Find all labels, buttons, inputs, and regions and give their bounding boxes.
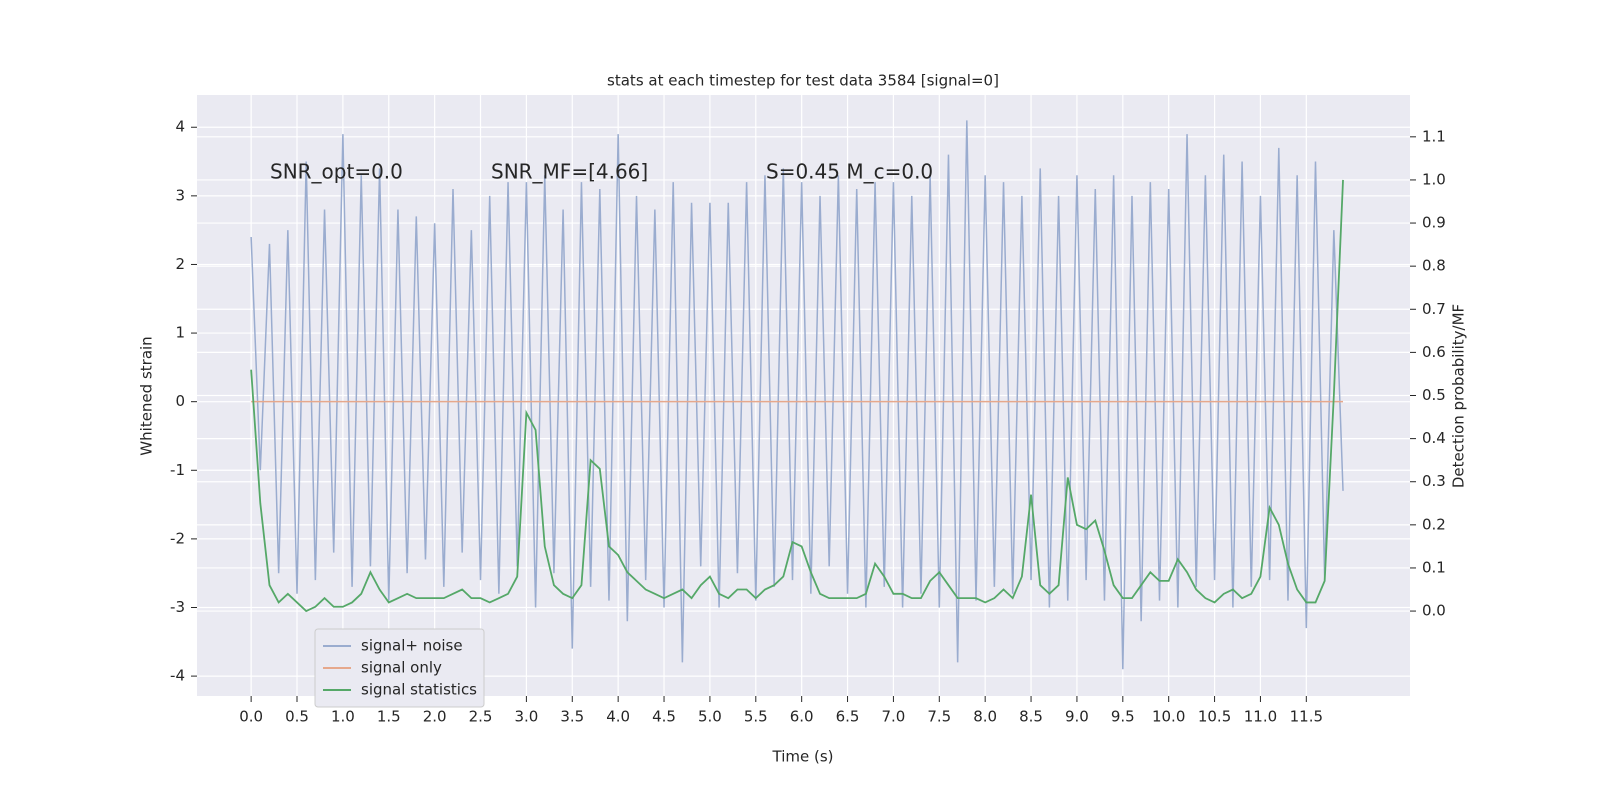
y2-tick-label: 0.8	[1422, 257, 1446, 275]
x-tick-label: 2.0	[423, 708, 447, 726]
series-line	[250, 120, 1344, 670]
y-tick-label: 0	[175, 392, 185, 410]
y-tick-label: -4	[170, 667, 185, 685]
y2-tick-label: 0.6	[1422, 343, 1446, 361]
x-axis-label: Time (s)	[772, 748, 834, 766]
legend-label: signal statistics	[361, 681, 477, 699]
x-tick-label: 3.0	[514, 708, 538, 726]
y2-tick-label: 0.7	[1422, 300, 1446, 318]
y2-tick-label: 0.2	[1422, 515, 1446, 533]
x-tick-label: 3.5	[560, 708, 584, 726]
x-tick-label: 10.0	[1152, 708, 1185, 726]
x-tick-label: 5.0	[698, 708, 722, 726]
y-tick-label: 1	[175, 324, 185, 342]
grid	[191, 95, 1416, 702]
legend: signal+ noise signal only signal statistic…	[314, 628, 485, 708]
annotation: S=0.45 M_c=0.0	[766, 160, 933, 184]
x-tick-label: 1.5	[377, 708, 401, 726]
y-tick-label: 4	[175, 118, 185, 136]
x-tick-label: 8.0	[973, 708, 997, 726]
y-tick-label: 2	[175, 255, 185, 273]
x-tick-label: 1.0	[331, 708, 355, 726]
x-tick-label: 5.5	[744, 708, 768, 726]
annotation: SNR_MF=[4.66]	[491, 160, 648, 184]
x-tick-label: 6.0	[790, 708, 814, 726]
x-tick-label: 7.5	[927, 708, 951, 726]
series-line	[250, 179, 1344, 613]
y-tick-label: -2	[170, 529, 185, 547]
annotation: SNR_opt=0.0	[270, 160, 403, 184]
legend-label: signal only	[361, 659, 442, 677]
x-tick-label: 4.5	[652, 708, 676, 726]
y2-tick-label: 1.0	[1422, 170, 1446, 188]
x-tick-label: 9.5	[1111, 708, 1135, 726]
legend-label: signal+ noise	[361, 637, 463, 655]
marks	[250, 120, 1344, 670]
x-tick-label: 2.5	[469, 708, 493, 726]
y2-tick-label: 0.4	[1422, 429, 1446, 447]
chart-title: stats at each timestep for test data 358…	[607, 72, 999, 90]
y-tick-label: -3	[170, 598, 185, 616]
y2-axis-label: Detection probability/MF	[1450, 304, 1468, 488]
x-tick-label: 4.0	[606, 708, 630, 726]
y-tick-label: -1	[170, 461, 185, 479]
x-tick-label: 7.0	[881, 708, 905, 726]
x-tick-label: 9.0	[1065, 708, 1089, 726]
y2-tick-label: 0.1	[1422, 558, 1446, 576]
x-tick-label: 0.5	[285, 708, 309, 726]
x-tick-label: 11.0	[1244, 708, 1277, 726]
x-tick-label: 8.5	[1019, 708, 1043, 726]
y2-tick-label: 0.3	[1422, 472, 1446, 490]
y2-tick-label: 0.5	[1422, 386, 1446, 404]
labels: 0.0 0.5 1.0 1.5 2.0 2.5 3.0 3.5 4.0 4.5 5.0 5.5 6.0 6…	[170, 118, 1446, 726]
legend-box	[314, 628, 485, 708]
x-tick-label: 0.0	[239, 708, 263, 726]
y2-tick-label: 0.9	[1422, 214, 1446, 232]
y-axis-label: Whitened strain	[138, 336, 156, 455]
y2-tick-label: 1.1	[1422, 127, 1446, 145]
x-tick-label: 6.5	[836, 708, 860, 726]
y-tick-label: 3	[175, 186, 185, 204]
y2-tick-label: 0.0	[1422, 602, 1446, 620]
x-tick-label: 11.5	[1290, 708, 1323, 726]
x-tick-label: 10.5	[1198, 708, 1231, 726]
